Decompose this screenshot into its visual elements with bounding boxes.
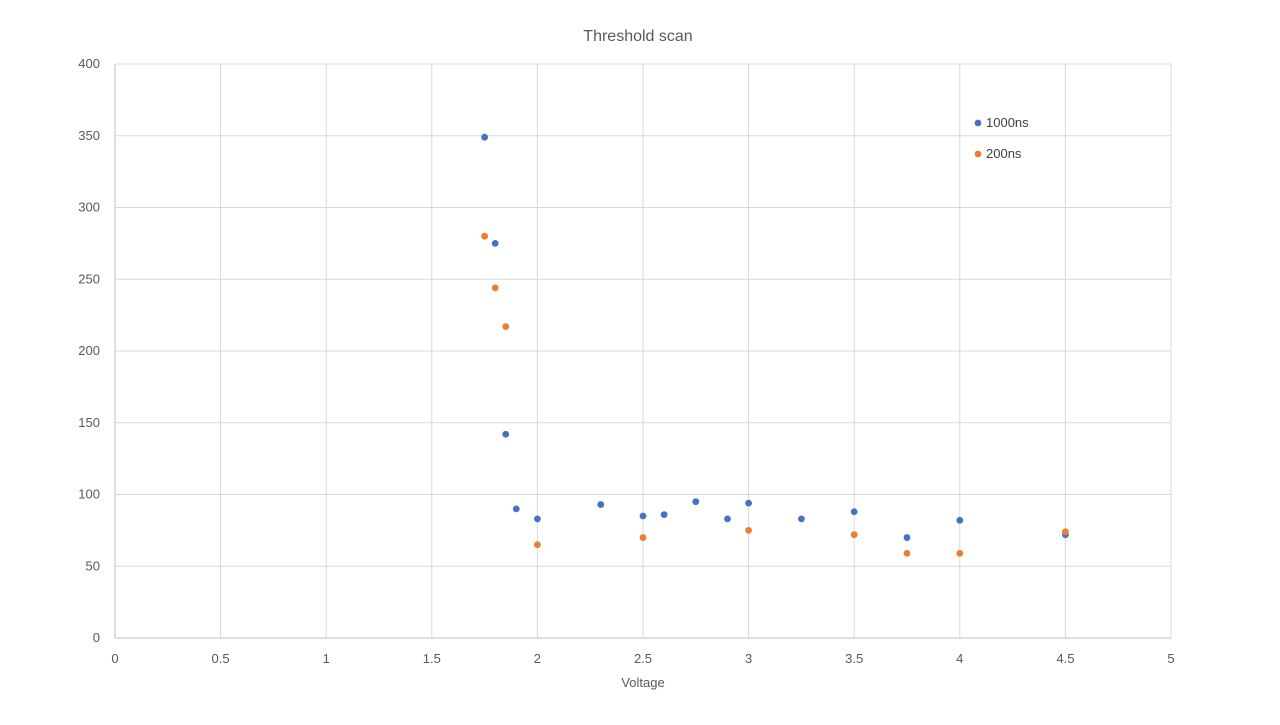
axes bbox=[114, 64, 1171, 639]
legend-marker bbox=[974, 150, 982, 158]
data-point bbox=[745, 526, 752, 534]
x-tick-label: 5 bbox=[1167, 651, 1174, 666]
legend: 1000ns 200ns bbox=[974, 115, 1029, 161]
data-point bbox=[534, 515, 541, 523]
data-point bbox=[502, 430, 510, 438]
x-tick-label: 3.5 bbox=[845, 651, 863, 666]
x-tick-label: 0 bbox=[111, 651, 118, 666]
y-tick-label: 150 bbox=[78, 415, 100, 430]
data-point bbox=[491, 284, 499, 292]
grid-lines bbox=[115, 63, 1172, 638]
x-tick-label: 4 bbox=[956, 651, 963, 666]
x-tick-label: 1 bbox=[323, 651, 330, 666]
x-tick-label: 4.5 bbox=[1056, 651, 1074, 666]
data-point bbox=[850, 508, 858, 516]
data-point bbox=[1062, 528, 1069, 536]
y-tick-label: 250 bbox=[78, 271, 100, 286]
legend-marker bbox=[974, 119, 982, 127]
x-tick-label: 2 bbox=[534, 651, 541, 666]
series-0 bbox=[481, 133, 1069, 541]
data-point bbox=[956, 549, 964, 557]
data-point bbox=[534, 541, 541, 549]
x-tick-label: 1.5 bbox=[423, 651, 441, 666]
data-point bbox=[491, 239, 499, 247]
y-tick-label: 100 bbox=[78, 487, 100, 502]
data-point bbox=[639, 534, 647, 541]
data-point bbox=[481, 232, 488, 240]
data-point bbox=[639, 512, 647, 520]
data-point bbox=[481, 133, 488, 141]
legend-label: 200ns bbox=[986, 146, 1022, 161]
x-tick-label: 2.5 bbox=[634, 651, 652, 666]
data-point bbox=[956, 516, 964, 524]
data-point bbox=[850, 531, 858, 539]
data-point bbox=[692, 498, 700, 506]
legend-label: 1000ns bbox=[986, 115, 1029, 130]
y-tick-label: 350 bbox=[78, 128, 100, 143]
data-point bbox=[660, 511, 668, 518]
data-point bbox=[903, 534, 911, 541]
data-point bbox=[502, 323, 510, 331]
data-point bbox=[724, 515, 731, 523]
y-tick-label: 200 bbox=[78, 343, 100, 358]
data-points bbox=[481, 133, 1069, 557]
x-axis-label: Voltage bbox=[621, 675, 664, 690]
x-tick-label: 0.5 bbox=[212, 651, 230, 666]
data-point bbox=[798, 515, 805, 523]
series-1 bbox=[481, 232, 1069, 557]
tick-labels: 0 50 100 150 200 250 300 350 400 0 0.5 1 1.5 2 2.5 3 3.5… bbox=[78, 56, 1174, 666]
y-tick-label: 0 bbox=[93, 630, 100, 645]
x-tick-label: 3 bbox=[745, 651, 752, 666]
y-tick-label: 50 bbox=[86, 558, 100, 573]
data-point bbox=[745, 499, 752, 507]
y-tick-label: 400 bbox=[78, 56, 100, 71]
chart-title: Threshold scan bbox=[583, 28, 692, 45]
data-point bbox=[597, 501, 605, 508]
data-point bbox=[903, 549, 911, 557]
data-point bbox=[512, 505, 520, 513]
y-tick-label: 300 bbox=[78, 200, 100, 215]
